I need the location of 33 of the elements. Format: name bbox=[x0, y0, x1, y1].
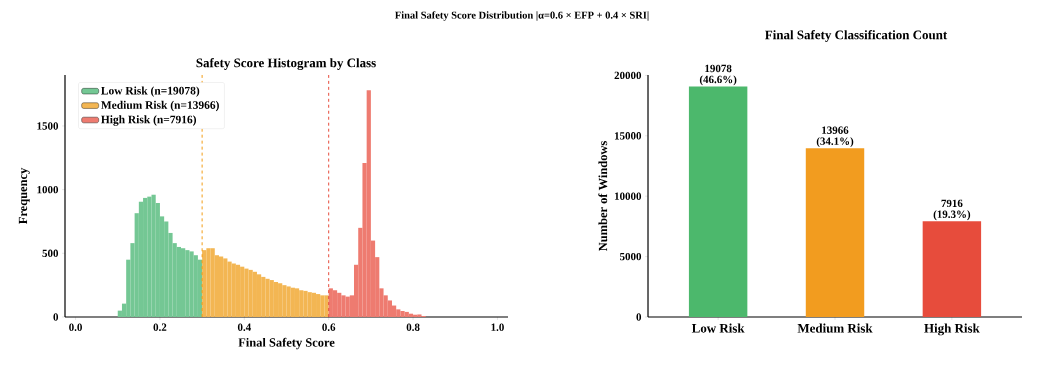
bar bbox=[688, 86, 748, 317]
y-tick-label: 5000 bbox=[620, 252, 642, 261]
x-axis-title: Final Safety Score bbox=[238, 337, 335, 350]
x-tick-label: 0.4 bbox=[237, 323, 251, 331]
y-tick-label: 15000 bbox=[614, 132, 642, 140]
y-tick-label: 500 bbox=[42, 249, 59, 258]
data-label: 19078 (46.6%) bbox=[699, 64, 737, 86]
y-tick-label: 0 bbox=[53, 313, 59, 321]
x-tick-label: 0.0 bbox=[69, 323, 82, 331]
y-tick-label: 0 bbox=[636, 313, 642, 321]
legend-label: Medium Risk (n=13966) bbox=[101, 100, 219, 112]
x-tick-label: 0.8 bbox=[406, 323, 420, 331]
bar bbox=[805, 148, 865, 317]
y-axis-title: Frequency bbox=[18, 167, 30, 225]
data-label: 7916 (19.3%) bbox=[933, 199, 971, 221]
y-tick-label: 1000 bbox=[37, 185, 59, 194]
x-tick-label: High Risk bbox=[924, 323, 980, 336]
x-tick-label: Low Risk bbox=[691, 323, 745, 333]
chart-title: Final Safety Classification Count bbox=[765, 30, 948, 42]
x-tick-label: 0.6 bbox=[322, 323, 336, 331]
x-tick-label: 0.2 bbox=[153, 323, 167, 331]
x-tick-label: Medium Risk bbox=[797, 323, 873, 333]
y-axis-title: Number of Windows bbox=[598, 141, 608, 252]
chart-title: Final Safety Score Distribution |α=0.6 × EFP + 0.4 × SRI| bbox=[395, 11, 649, 21]
y-tick-label: 1500 bbox=[37, 122, 59, 130]
x-tick-label: 1.0 bbox=[491, 323, 504, 331]
y-tick-label: 20000 bbox=[614, 71, 642, 80]
data-label: 13966 (34.1%) bbox=[816, 126, 854, 148]
chart-subtitle: Safety Score Histogram by Class bbox=[196, 58, 376, 70]
legend-label: Low Risk (n=19078) bbox=[101, 86, 200, 97]
y-tick-label: 10000 bbox=[614, 192, 642, 200]
legend-label: High Risk (n=7916) bbox=[101, 115, 197, 126]
bar bbox=[922, 221, 982, 317]
